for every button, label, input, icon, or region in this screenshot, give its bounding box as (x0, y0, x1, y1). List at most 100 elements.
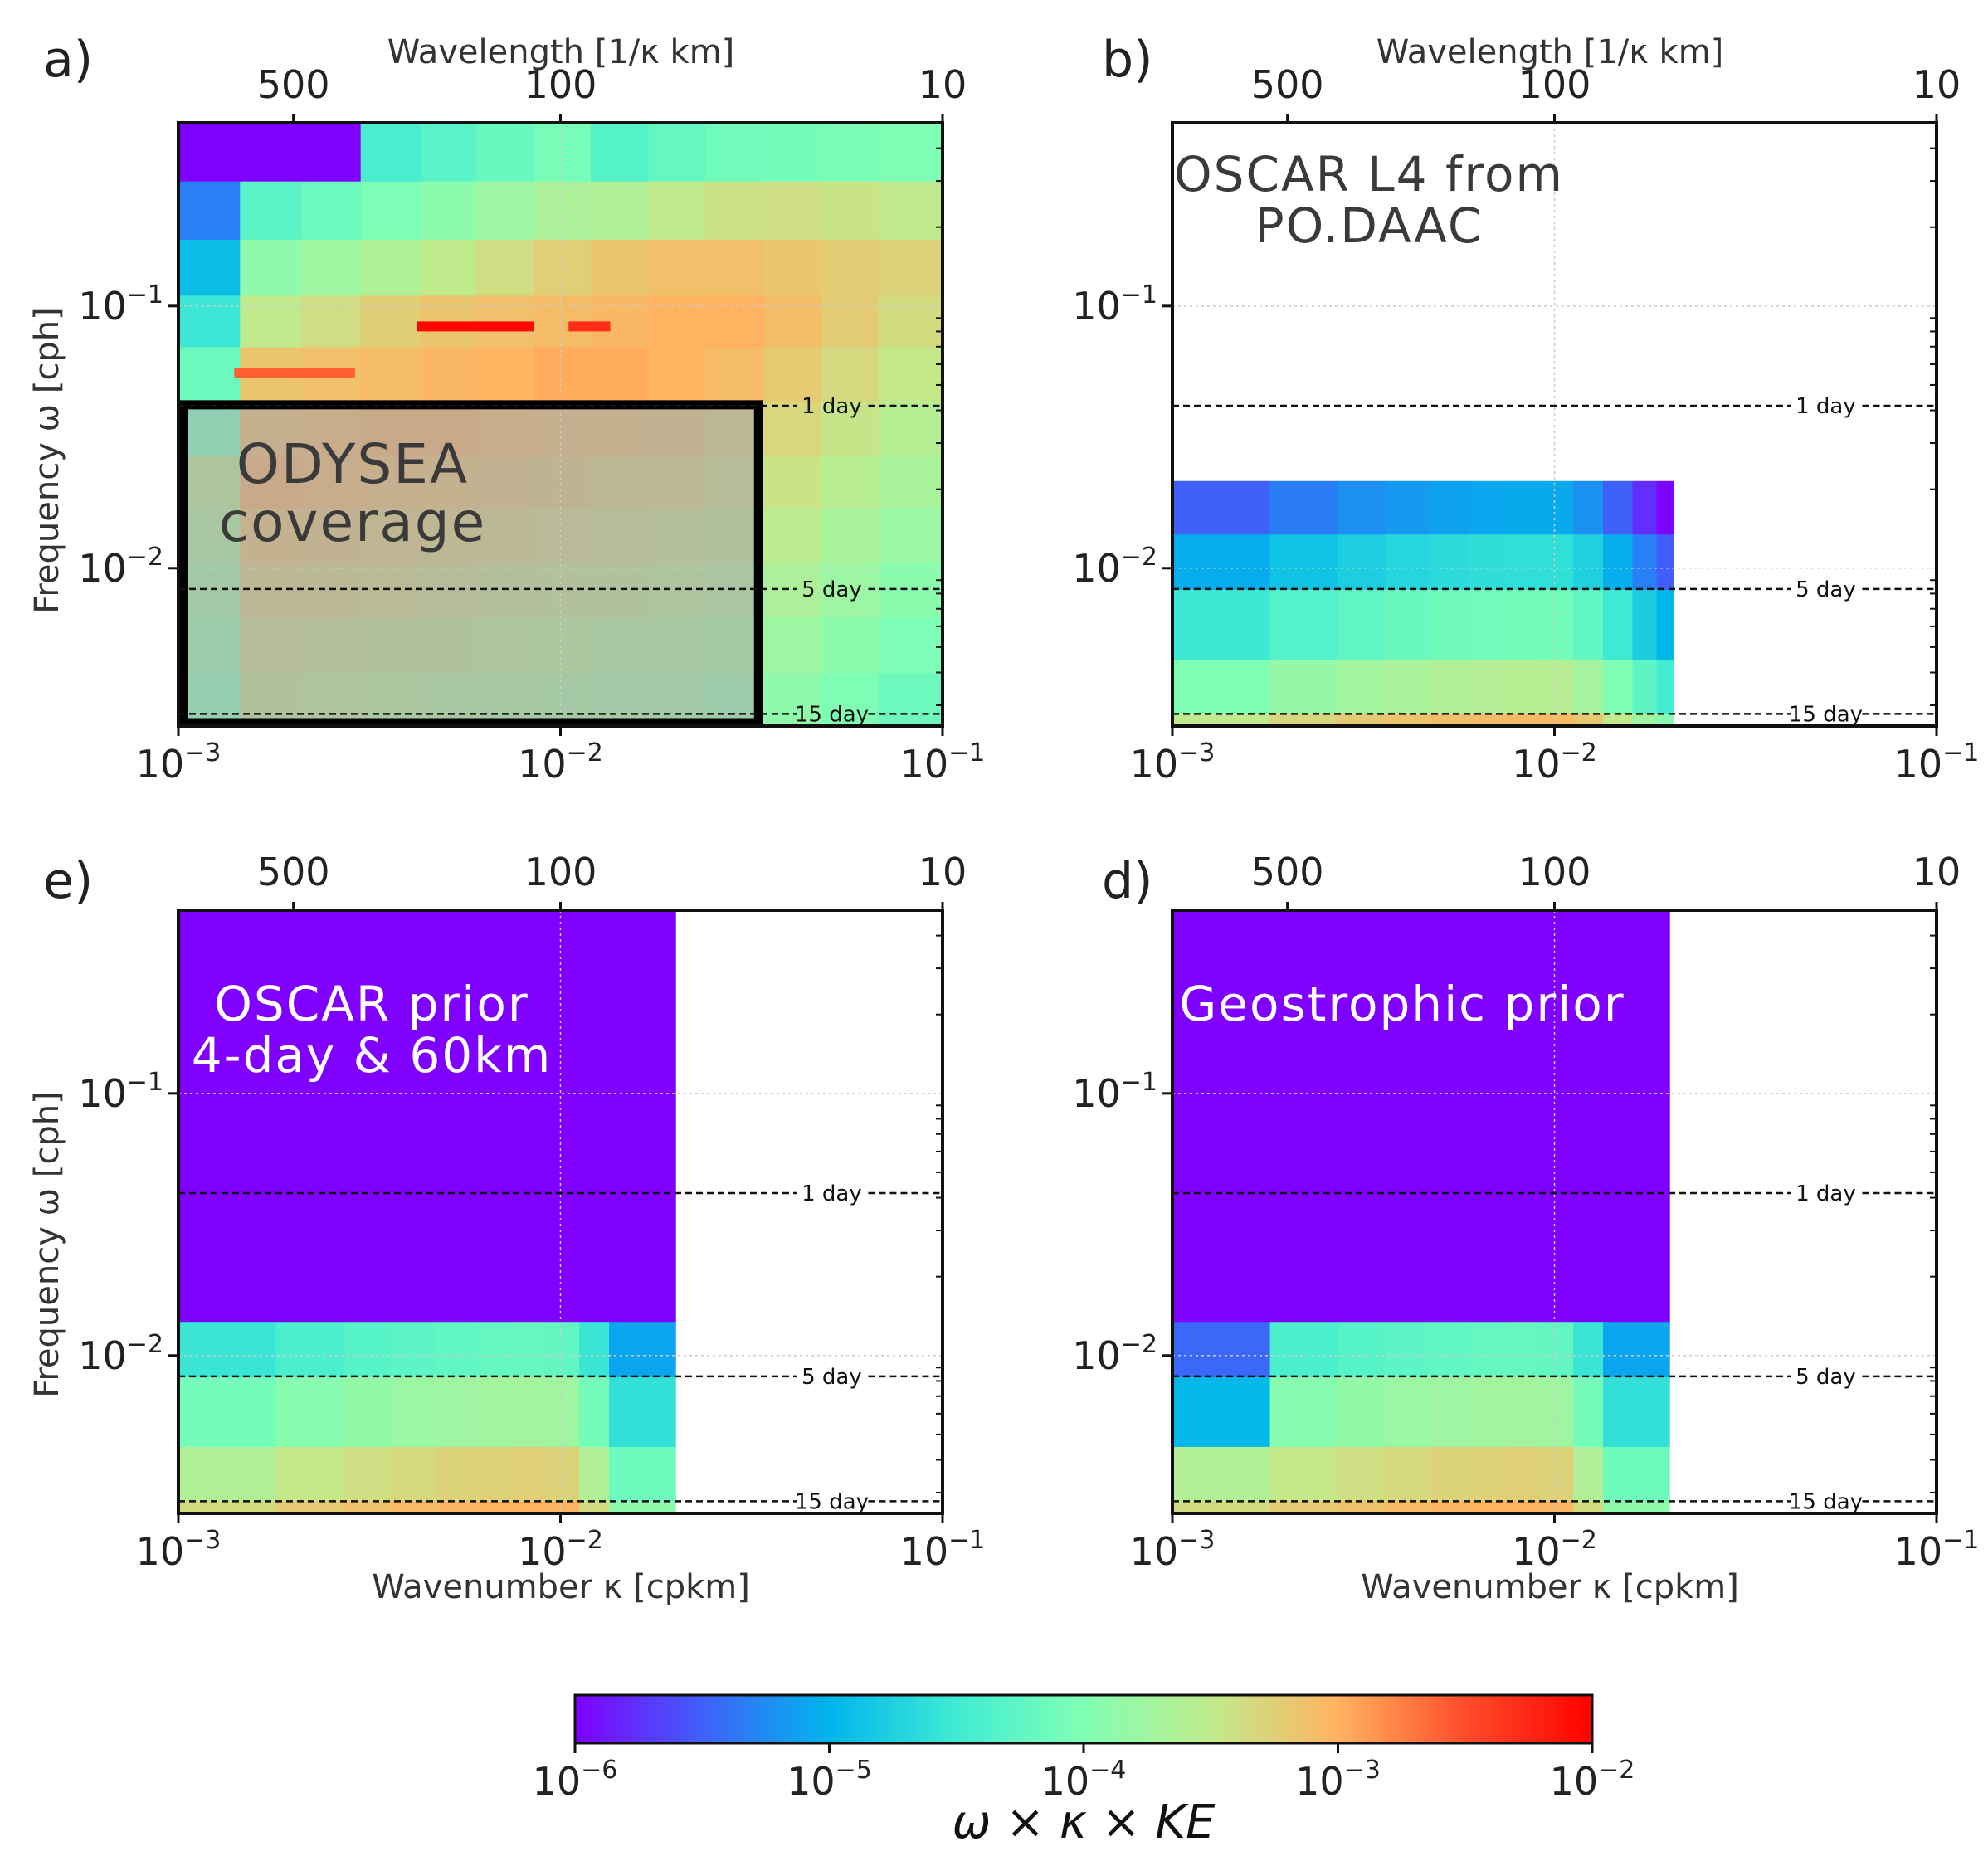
heatmap-cell (1269, 1376, 1338, 1447)
heatmap-cell (1573, 480, 1604, 535)
period-line-1-day: 1 day (178, 1181, 943, 1206)
top-axis-title-a: Wavelength [1/κ km] (387, 33, 735, 71)
x-tick-label: 10−3 (136, 1526, 222, 1574)
heatmap-cells-a (178, 123, 943, 726)
panel-b: b) Wavelength [1/κ km] (1102, 31, 1723, 89)
x-tick-label: 10−3 (1130, 738, 1216, 787)
heatmap-cell (435, 1446, 476, 1502)
heatmap-cell (579, 910, 610, 1323)
period-line-1-day: 1 day (178, 394, 943, 419)
colorbar-tick-label: 10−4 (1041, 1756, 1127, 1804)
heatmap-cell (435, 1500, 476, 1513)
panel-e: e) Frequency ω [cph] Wavenumber κ [cpkm] (28, 852, 750, 1606)
heatmap-cells-b (1172, 480, 1674, 726)
heatmap-cell (1337, 480, 1386, 535)
top-tick-label: 10 (918, 62, 967, 107)
heatmap-cell (648, 123, 707, 182)
heatmap-cell (878, 346, 943, 403)
spectral-ridge (417, 321, 534, 332)
top-tick-label: 100 (1518, 62, 1591, 107)
y-tick-label: 10−2 (1072, 543, 1157, 591)
heatmap-cell (1269, 713, 1338, 726)
heatmap-cell (546, 1321, 580, 1377)
period-line-1-day: 1 day (1172, 1181, 1937, 1206)
heatmap-cell (821, 181, 879, 240)
x-tick-label: 10−1 (1894, 738, 1980, 787)
x-tick-label: 10−2 (518, 738, 603, 787)
panel-label-b: b) (1102, 31, 1153, 89)
heatmap-cell (275, 910, 344, 1323)
heatmap-cell (1540, 659, 1574, 714)
heatmap-cell (763, 402, 821, 456)
annotation-d-line: Geostrophic prior (1179, 976, 1625, 1032)
heatmap-cell (1337, 589, 1386, 660)
x-tick-label: 10−2 (1512, 1526, 1597, 1574)
heatmap-cell (763, 346, 821, 403)
heatmap-cell (1337, 713, 1386, 726)
x-tick-label: 10−2 (1512, 738, 1597, 787)
heatmap-cell (1172, 910, 1271, 1323)
heatmap-cell (1469, 659, 1508, 714)
period-label: 15 day (795, 1489, 869, 1514)
heatmap-cell (590, 123, 650, 182)
y-tick-label: 10−1 (78, 1068, 163, 1116)
heatmap-cell (648, 181, 707, 240)
top-tick-label: 500 (1251, 62, 1324, 107)
colorbar-tick-label: 10−2 (1550, 1756, 1635, 1804)
x-tick-label: 10−3 (136, 738, 222, 787)
period-line-1-day: 1 day (1172, 394, 1937, 419)
heatmap-cell (1337, 659, 1386, 714)
period-label: 15 day (795, 702, 869, 727)
heatmap-cell (763, 563, 821, 618)
top-tick-label: 10 (1912, 62, 1961, 107)
heatmap-cell (579, 1321, 610, 1377)
heatmap-cell (590, 181, 650, 240)
heatmap-cell (878, 563, 943, 618)
heatmap-cell (301, 123, 362, 182)
heatmap-cell (420, 123, 476, 182)
heatmap-cell (1429, 1446, 1470, 1502)
heatmap-cell (1632, 659, 1658, 714)
x-axis-title-e: Wavenumber κ [cpkm] (372, 1568, 750, 1606)
heatmap-cell (1172, 589, 1271, 660)
heatmap-cell (609, 910, 676, 1323)
colorbar-tick-label: 10−6 (533, 1756, 618, 1804)
heatmap-cell (178, 1321, 277, 1377)
heatmap-cell (1469, 1500, 1508, 1513)
period-line-15-day: 15 day (178, 702, 943, 727)
annotation-e-line: OSCAR prior (214, 976, 529, 1032)
plot-b: 1 day 5 day 15 day 10−3 10−2 10−1 10−1 10−2 500 1… (1072, 62, 1979, 787)
heatmap-cell (878, 295, 943, 348)
x-tick-label: 10−2 (518, 1526, 603, 1574)
heatmap-cell (1573, 1446, 1604, 1502)
heatmap-cell (705, 239, 764, 296)
heatmap-cell (512, 1376, 548, 1447)
heatmap-cell (763, 672, 821, 726)
top-tick-label: 100 (1518, 850, 1591, 894)
heatmap-cell (609, 1376, 676, 1447)
heatmap-cell (275, 1500, 344, 1513)
heatmap-cell (821, 239, 879, 296)
heatmap-cell (1429, 1376, 1470, 1447)
coverage-shade (178, 404, 759, 726)
heatmap-cell (391, 1446, 436, 1502)
heatmap-cell (1540, 480, 1574, 535)
heatmap-cell (275, 1446, 344, 1502)
heatmap-cell (1385, 533, 1430, 590)
heatmap-cell (512, 1321, 548, 1377)
spectral-ridge (234, 368, 355, 378)
heatmap-cell (1603, 713, 1634, 726)
heatmap-cell (705, 295, 764, 348)
x-tick-label: 10−3 (1130, 1526, 1216, 1574)
heatmap-cell (1385, 480, 1430, 535)
heatmap-cell (360, 181, 421, 240)
heatmap-cell (1337, 1500, 1386, 1513)
period-label: 1 day (802, 394, 862, 419)
y-tick-label: 10−2 (1072, 1330, 1157, 1378)
heatmap-cell (1506, 1321, 1542, 1377)
heatmap-cell (420, 346, 476, 403)
heatmap-cell (343, 1376, 392, 1447)
heatmap-cell (1603, 1376, 1670, 1447)
heatmap-cell (1429, 480, 1470, 535)
